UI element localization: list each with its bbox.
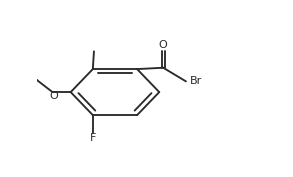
Text: O: O [159,40,168,50]
Text: Br: Br [190,76,202,86]
Text: O: O [49,91,58,101]
Text: F: F [90,133,96,143]
